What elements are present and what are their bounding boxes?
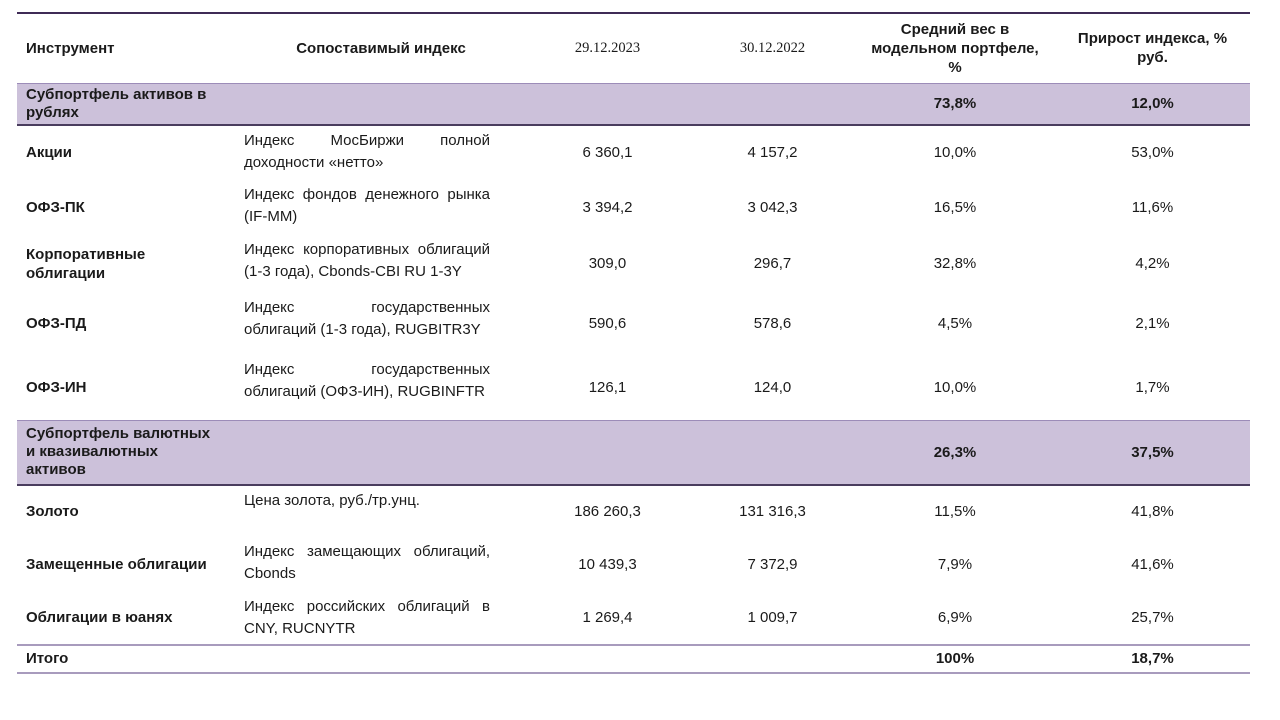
weight-cell: 10,0%: [933, 144, 977, 161]
table-header: Инструмент Сопоставимый индекс 29.12.202…: [17, 13, 1250, 83]
index-cell: Индекс государственных облигаций (1-3 го…: [244, 298, 490, 338]
value-2023-cell: [525, 83, 690, 125]
index-cell: Индекс фондов денежного рынка (IF-MM): [244, 185, 490, 225]
header-instrument: Инструмент: [26, 39, 115, 57]
value-2022-cell: [690, 421, 855, 485]
value-2023-cell: [525, 645, 690, 673]
weight-cell: 16,5%: [933, 198, 977, 216]
weight-cell: 10,0%: [933, 378, 977, 396]
value-2023-cell: 3 394,2: [582, 198, 633, 216]
growth-cell: 18,7%: [1131, 650, 1174, 667]
index-cell: Индекс российских облигаций в CNY, RUCNY…: [244, 597, 490, 637]
weight-cell: 100%: [935, 650, 975, 667]
value-2022-cell: 1 009,7: [747, 609, 798, 626]
instrument-cell: Акции: [26, 144, 73, 161]
section-row-fx-assets: Субпортфель валютных и квазивалютных акт…: [17, 420, 1250, 485]
index-cell: [237, 645, 525, 673]
index-cell: Индекс замещающих облигаций, Cbonds: [244, 542, 490, 582]
growth-cell: 53,0%: [1131, 144, 1174, 161]
value-2023-cell: 10 439,3: [578, 555, 637, 573]
instrument-cell: ОФЗ-ПД: [26, 315, 87, 332]
growth-cell: 2,1%: [1135, 315, 1170, 332]
instrument-cell: ОФЗ-ПК: [26, 198, 85, 216]
instrument-cell: ОФЗ-ИН: [26, 378, 87, 396]
value-2022-cell: [690, 83, 855, 125]
weight-cell: 32,8%: [933, 255, 977, 272]
value-2023-cell: [525, 421, 690, 485]
weight-cell: 26,3%: [933, 443, 977, 461]
total-row: Итого 100% 18,7%: [17, 644, 1250, 673]
weight-cell: 7,9%: [937, 555, 973, 573]
value-2022-cell: 7 372,9: [747, 555, 798, 573]
instrument-cell: Субпортфель валютных и квазивалютных акт…: [26, 425, 211, 479]
weight-cell: 73,8%: [933, 95, 977, 112]
growth-cell: 25,7%: [1131, 609, 1174, 626]
row-ofz-pk: ОФЗ-ПК Индекс фондов денежного рынка (IF…: [17, 180, 1250, 235]
value-2023-cell: 6 360,1: [582, 144, 633, 161]
growth-cell: 4,2%: [1135, 255, 1170, 272]
index-cell: Индекс МосБиржи полной доходности «нетто…: [244, 131, 490, 171]
model-portfolio-table: Инструмент Сопоставимый индекс 29.12.202…: [17, 12, 1250, 674]
index-cell: [237, 421, 525, 485]
header-date-2022: 30.12.2022: [739, 39, 806, 56]
value-2022-cell: 296,7: [753, 255, 792, 272]
growth-cell: 41,6%: [1131, 555, 1174, 573]
value-2022-cell: [690, 645, 855, 673]
header-index-growth: Прирост индекса, % руб.: [1077, 30, 1228, 67]
row-corporate-bonds: Корпоративные облигации Индекс корпорати…: [17, 235, 1250, 293]
header-avg-weight: Средний вес в модельном портфеле, %: [871, 20, 1039, 76]
weight-cell: 6,9%: [937, 609, 973, 626]
header-date-2023: 29.12.2023: [574, 39, 641, 56]
growth-cell: 12,0%: [1131, 95, 1174, 112]
instrument-cell: Замещенные облигации: [26, 555, 207, 573]
value-2022-cell: 131 316,3: [739, 502, 806, 520]
weight-cell: 4,5%: [937, 315, 973, 332]
row-cny-bonds: Облигации в юанях Индекс российских обли…: [17, 592, 1250, 645]
index-cell: Индекс государственных облигаций (ОФЗ-ИН…: [244, 360, 490, 400]
index-cell: [237, 83, 525, 125]
header-row: Инструмент Сопоставимый индекс 29.12.202…: [17, 13, 1250, 83]
section-row-ruble-assets: Субпортфель активов в рублях 73,8% 12,0%: [17, 83, 1250, 125]
value-2022-cell: 4 157,2: [747, 144, 798, 161]
row-equities: Акции Индекс МосБиржи полной доходности …: [17, 125, 1250, 180]
index-cell: Цена золота, руб./тр.унц.: [244, 491, 420, 509]
value-2023-cell: 590,6: [588, 315, 627, 332]
value-2023-cell: 186 260,3: [574, 502, 641, 520]
value-2022-cell: 124,0: [753, 378, 792, 396]
growth-cell: 11,6%: [1131, 198, 1174, 216]
growth-cell: 1,7%: [1135, 378, 1170, 396]
growth-cell: 37,5%: [1131, 443, 1174, 461]
instrument-cell: Итого: [26, 650, 69, 667]
header-comparable-index: Сопоставимый индекс: [296, 39, 466, 57]
row-ofz-in: ОФЗ-ИН Индекс государственных облигаций …: [17, 355, 1250, 421]
instrument-cell: Корпоративные облигации: [26, 245, 146, 282]
growth-cell: 41,8%: [1131, 502, 1174, 520]
value-2023-cell: 1 269,4: [582, 609, 633, 626]
instrument-cell: Субпортфель активов в рублях: [26, 85, 207, 121]
value-2023-cell: 126,1: [588, 378, 627, 396]
instrument-cell: Золото: [26, 502, 79, 520]
instrument-cell: Облигации в юанях: [26, 609, 173, 626]
row-gold: Золото Цена золота, руб./тр.унц. 186 260…: [17, 485, 1250, 537]
row-replacement-bonds: Замещенные облигации Индекс замещающих о…: [17, 537, 1250, 592]
weight-cell: 11,5%: [934, 502, 976, 520]
row-ofz-pd: ОФЗ-ПД Индекс государственных облигаций …: [17, 293, 1250, 355]
value-2023-cell: 309,0: [588, 255, 627, 272]
index-cell: Индекс корпоративных облигаций (1-3 года…: [244, 240, 490, 280]
value-2022-cell: 3 042,3: [747, 198, 798, 216]
value-2022-cell: 578,6: [753, 315, 792, 332]
